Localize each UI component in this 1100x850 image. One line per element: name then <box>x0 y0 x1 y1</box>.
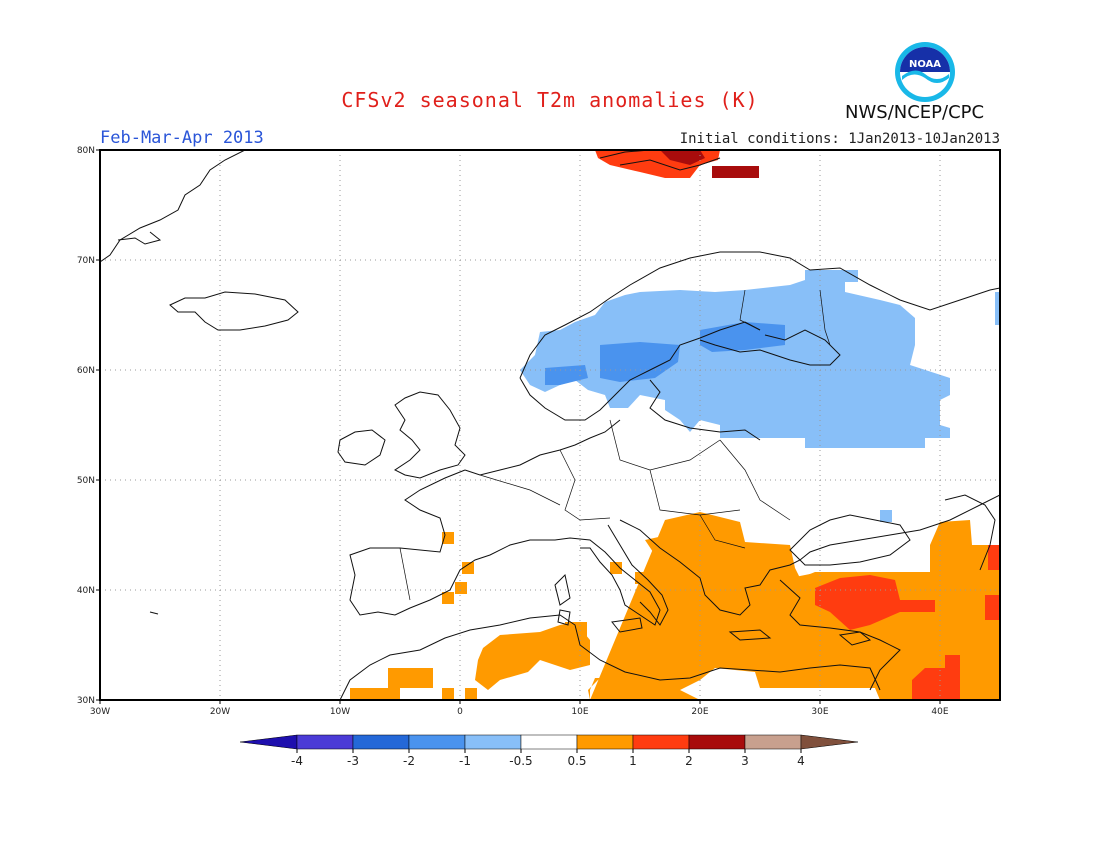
lon-tick-label: 10W <box>330 707 350 717</box>
lat-tick-label: 60N <box>77 366 95 376</box>
svg-text:NOAA: NOAA <box>909 59 941 70</box>
colorbar-label: -1 <box>459 754 471 768</box>
map-frame <box>99 149 1001 701</box>
lat-tick-label: 80N <box>77 146 95 156</box>
colorbar-swatch <box>520 734 578 750</box>
forecast-period: Feb-Mar-Apr 2013 <box>100 128 264 148</box>
colorbar-label: -4 <box>291 754 303 768</box>
colorbar-swatch <box>352 734 410 750</box>
latitude-labels: 30N 40N 50N 60N 70N 80N <box>77 146 100 706</box>
colorbar-label: 0.5 <box>567 754 586 768</box>
colorbar-swatch <box>464 734 522 750</box>
lon-tick-label: 30E <box>811 707 828 717</box>
colorbar-label: -3 <box>347 754 359 768</box>
colorbar-swatch <box>408 734 466 750</box>
country-borders <box>399 289 831 601</box>
lon-tick-label: 30W <box>90 707 110 717</box>
noaa-logo-icon: NOAA <box>895 42 955 102</box>
colorbar-label: 3 <box>741 754 749 768</box>
colorbar-swatch <box>688 734 746 750</box>
colorbar-low-triangle <box>239 734 298 750</box>
map-title: CFSv2 seasonal T2m anomalies (K) <box>341 88 759 112</box>
graticule <box>100 150 1000 700</box>
colorbar-label: 1 <box>629 754 637 768</box>
longitude-labels: 30W 20W 10W 0 10E 20E 30E 40E <box>90 700 949 717</box>
lon-tick-label: 40E <box>931 707 948 717</box>
lat-tick-label: 70N <box>77 256 95 266</box>
lon-tick-label: 20E <box>691 707 708 717</box>
colorbar-swatch <box>576 734 634 750</box>
colorbar-high-triangle <box>800 734 859 750</box>
lon-tick-label: 20W <box>210 707 230 717</box>
anomaly-shading <box>350 150 1000 700</box>
colorbar-label: 4 <box>797 754 805 768</box>
lat-tick-label: 50N <box>77 476 95 486</box>
coastlines <box>100 150 1000 700</box>
lat-tick-label: 30N <box>77 696 95 706</box>
lon-tick-label: 10E <box>571 707 588 717</box>
lat-tick-label: 40N <box>77 586 95 596</box>
colorbar-swatch <box>744 734 802 750</box>
colorbar-swatch <box>632 734 690 750</box>
colorbar-label: -0.5 <box>509 754 532 768</box>
colorbar-label: 2 <box>685 754 693 768</box>
lon-tick-label: 0 <box>457 707 463 717</box>
agency-label: NWS/NCEP/CPC <box>845 102 985 123</box>
colorbar: -4 -3 -2 -1 -0.5 0.5 1 2 3 4 <box>239 734 859 768</box>
colorbar-label: -2 <box>403 754 415 768</box>
colorbar-swatch <box>296 734 354 750</box>
initial-conditions: Initial conditions: 1Jan2013-10Jan2013 <box>679 131 1000 147</box>
